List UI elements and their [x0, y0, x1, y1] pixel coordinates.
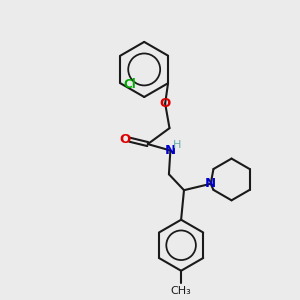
- Text: H: H: [172, 140, 181, 150]
- Text: N: N: [165, 144, 176, 157]
- Text: N: N: [205, 177, 216, 190]
- Text: Cl: Cl: [123, 78, 136, 91]
- Text: O: O: [120, 133, 131, 146]
- Text: CH₃: CH₃: [171, 286, 191, 296]
- Text: O: O: [160, 97, 171, 110]
